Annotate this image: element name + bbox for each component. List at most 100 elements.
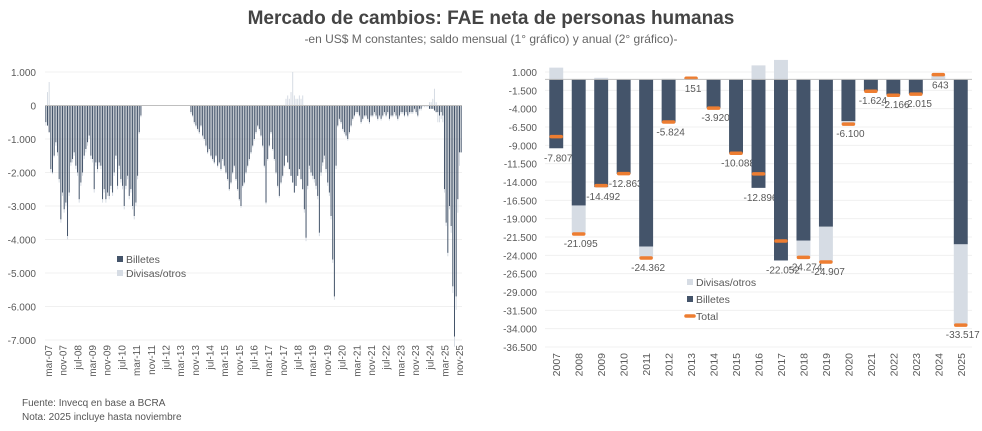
bar-billetes [362,105,364,119]
bar-divisas [437,112,439,123]
bar-billetes [85,105,87,150]
bar-billetes [225,105,227,173]
bar-divisas [594,77,609,80]
bar-billetes [198,105,200,133]
bar-divisas [50,169,52,173]
legend-swatch-divisas [117,270,123,276]
bar-divisas [408,112,410,114]
x-tick-label: mar-19 [308,345,319,377]
bar-divisas [67,236,69,240]
bar-billetes [200,105,202,126]
bar-billetes [616,79,631,174]
y-tick-label: -36.500 [503,343,537,354]
x-tick-label: jul-12 [161,345,172,371]
x-tick-label: mar-23 [396,345,407,377]
bar-divisas [312,175,314,180]
bar-divisas [272,149,274,151]
bar-divisas [223,165,225,168]
bar-billetes [337,105,339,126]
bar-billetes [213,105,215,163]
bar-billetes [357,105,359,113]
bar-billetes [260,105,262,136]
bar-divisas [318,232,320,237]
bar-billetes [420,105,422,109]
bar-billetes [262,105,264,146]
bar-billetes [639,79,654,247]
bar-billetes [228,105,230,190]
bar-billetes [365,105,367,116]
y-tick-label: -31.500 [503,306,537,317]
bar-divisas [774,59,788,80]
bar-divisas [425,105,427,108]
bar-divisas [97,169,99,173]
y-tick-label: 1.000 [11,68,36,79]
bar-divisas [305,237,307,242]
bar-billetes [363,105,365,116]
bar-billetes [222,105,224,160]
bar-billetes [138,105,140,133]
x-tick-label: jul-18 [294,345,305,371]
bar-divisas [47,92,49,106]
bar-billetes [102,105,104,200]
bar-billetes [458,105,460,153]
bar-divisas [248,159,250,161]
bar-billetes [330,105,332,217]
bar-billetes [377,105,379,119]
bar-divisas [57,152,59,156]
bar-billetes [55,105,57,143]
bar-billetes [48,105,50,133]
bar-billetes [332,105,334,260]
bar-billetes [270,105,272,133]
bar-billetes [418,105,420,109]
y-tick-label: -6.000 [8,303,37,314]
bar-billetes [97,105,99,170]
bar-billetes [52,105,54,173]
bar-divisas [415,112,417,114]
bar-divisas [60,219,62,223]
x-tick-label: nov-19 [323,345,334,376]
bar-divisas [265,202,267,205]
bar-divisas [352,118,354,121]
bar-divisas [350,125,352,128]
x-tick-label: nov-17 [279,345,290,376]
bar-divisas [458,152,460,166]
bar-divisas [302,95,304,106]
bar-divisas [92,159,94,163]
bar-billetes [255,105,257,133]
x-tick-label: nov-11 [147,345,158,375]
legend-label-billetes: Billetes [126,254,160,266]
bar-divisas [252,145,254,148]
bar-divisas [247,165,249,168]
data-label: -2.166 [881,100,910,111]
bar-billetes [400,105,402,113]
data-label: -6.100 [836,129,865,140]
legend-swatch-divisas [687,279,693,285]
bar-divisas [68,192,70,196]
bar-billetes [295,105,297,186]
bar-divisas [93,189,95,193]
bar-divisas [70,162,72,166]
y-tick-label: -4.000 [8,236,37,247]
bar-billetes [392,105,394,116]
bar-divisas [118,165,120,170]
bar-billetes [307,105,309,186]
bar-billetes [706,79,721,108]
bar-billetes [347,105,349,139]
bar-billetes [288,105,290,170]
bar-divisas [448,206,450,210]
bar-billetes [120,105,122,180]
x-tick-label: 2021 [866,353,878,377]
bar-divisas [295,98,297,106]
bar-divisas [240,206,242,208]
legend-label-billetes: Billetes [696,294,730,306]
bar-divisas [639,246,654,258]
bar-billetes [350,105,352,126]
data-label: 643 [932,81,949,92]
data-label: -14.492 [586,192,620,203]
bar-billetes [202,105,204,136]
bar-billetes [103,105,105,190]
bar-billetes [128,105,130,196]
bar-billetes [729,79,743,154]
bar-billetes [47,105,49,126]
y-tick-label: -34.000 [503,325,537,336]
